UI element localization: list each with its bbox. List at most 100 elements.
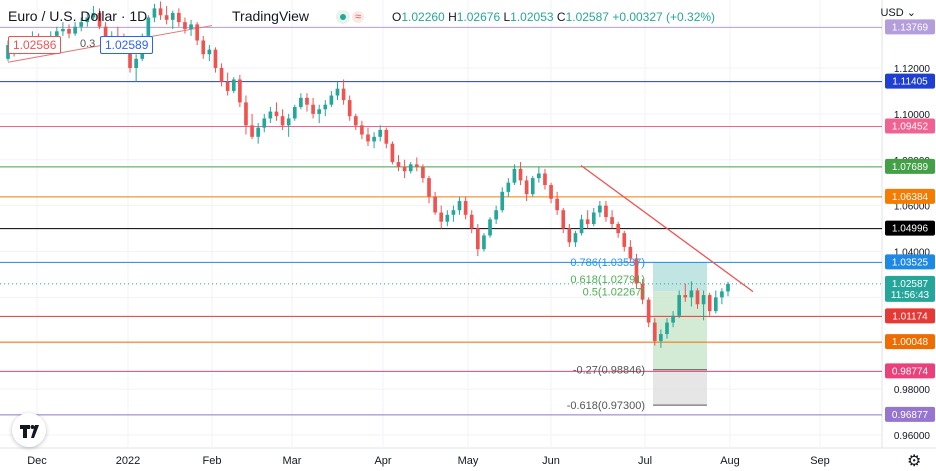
candle-body [726, 283, 730, 292]
candle [476, 223, 480, 257]
candle-body [158, 8, 163, 16]
currency-menu[interactable]: USD ⌄ [880, 6, 916, 19]
candle [573, 230, 578, 247]
candle-body [720, 291, 724, 298]
candle [463, 196, 468, 220]
candle [317, 104, 322, 124]
tradingview-logo[interactable] [12, 413, 46, 447]
price-level-badge [885, 334, 935, 350]
price-level-badge [885, 308, 935, 324]
candle [292, 104, 297, 121]
open-value: 1.02260 [401, 10, 445, 24]
candle [231, 77, 236, 94]
candle [79, 17, 84, 32]
candle [604, 201, 608, 222]
candle [591, 207, 596, 227]
y-tick-label: 0.98000 [894, 385, 931, 396]
candle [555, 191, 559, 215]
candle [543, 168, 547, 190]
candle-body [231, 79, 236, 91]
fib-label: -0.618(0.97300) [567, 400, 645, 412]
price-level-label: 1.11405 [892, 77, 928, 88]
candle [469, 210, 474, 234]
price-level-badge [885, 275, 935, 302]
candle-body [573, 233, 578, 243]
candle-body [506, 182, 511, 192]
y-tick-label: 1.10000 [894, 110, 931, 121]
x-tick-label: 2022 [116, 455, 140, 467]
candle [280, 109, 285, 130]
price-level-badge [885, 254, 935, 270]
candle [225, 72, 230, 96]
candle-body [561, 210, 566, 229]
candle [408, 162, 413, 174]
candle [634, 253, 639, 289]
spread-value: 0.3 [80, 38, 96, 50]
candle-body [408, 164, 413, 172]
price-level-badge [885, 19, 935, 35]
candle-body [628, 246, 633, 259]
gear-icon[interactable]: ⚙ [907, 453, 922, 470]
candle-body [671, 315, 675, 323]
live-status[interactable]: ≈ [336, 8, 365, 24]
candle-body [634, 258, 639, 284]
sell-button[interactable]: 1.02586 [8, 36, 62, 54]
candle-body [329, 95, 334, 105]
candle [152, 3, 157, 23]
fib-zone-upper [653, 262, 707, 292]
trend-line [580, 164, 754, 293]
candle [299, 93, 303, 110]
candle [262, 113, 267, 133]
price-level-label: 1.00048 [892, 337, 929, 348]
candle-body [665, 322, 669, 335]
candle [256, 123, 260, 144]
source-label: TradingView [232, 8, 310, 24]
fib-extension-zone [653, 369, 707, 406]
candle [524, 175, 529, 202]
candle-body [244, 102, 248, 126]
candle [665, 318, 669, 339]
price-level-label: 1.09452 [892, 121, 929, 132]
candle-body [146, 17, 151, 36]
candle [683, 283, 688, 302]
candle [488, 217, 492, 238]
price-level-badge [885, 188, 935, 204]
candle-body [6, 45, 10, 59]
candle-body [225, 81, 230, 91]
chevron-down-icon: ⌄ [903, 7, 916, 19]
low-value: 1.02053 [510, 10, 554, 24]
candle-body [640, 283, 645, 300]
candle-body [268, 111, 273, 119]
candle [622, 230, 627, 252]
candle [146, 15, 151, 39]
candle [500, 187, 505, 213]
candle [305, 93, 309, 112]
candle [506, 178, 511, 197]
x-tick-label: Aug [720, 455, 740, 467]
bar-countdown: 11:56:43 [891, 290, 930, 301]
candle-body [219, 68, 224, 82]
candle [384, 127, 389, 149]
candle-body [500, 191, 505, 211]
candle [67, 24, 71, 39]
candle [585, 210, 590, 229]
y-tick-label: 1.04000 [894, 248, 931, 259]
candle-body [451, 210, 456, 215]
candle [73, 22, 77, 36]
candle [195, 22, 199, 46]
candle [329, 90, 334, 107]
buy-button[interactable]: 1.02589 [100, 36, 154, 54]
candle-body [195, 24, 199, 41]
candle-body [457, 201, 462, 211]
candle [494, 205, 498, 224]
candle [268, 106, 273, 124]
candle [433, 191, 437, 215]
candle-body [610, 217, 614, 224]
high-value: 1.02676 [456, 10, 501, 24]
x-tick-label: Feb [203, 455, 222, 467]
candle [439, 205, 444, 229]
candle [97, 8, 102, 30]
candle [85, 12, 90, 27]
candle [213, 47, 218, 73]
